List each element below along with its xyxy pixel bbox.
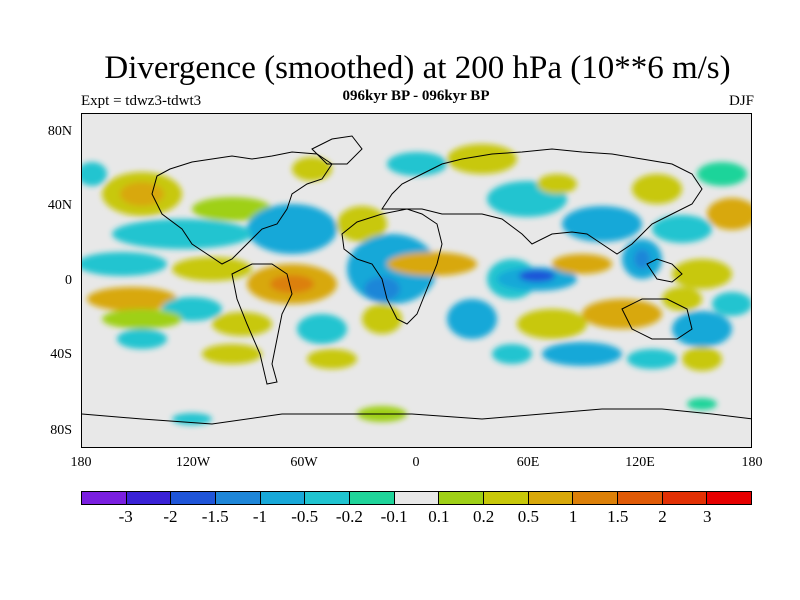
colorbar-label: 0.5 <box>517 507 539 526</box>
colorbar-label: -3 <box>118 507 133 526</box>
lon-label: 120W <box>175 455 211 470</box>
colorbar-label: 3 <box>703 507 712 526</box>
lon-label: 60E <box>516 455 540 470</box>
lon-label: 60W <box>290 455 318 470</box>
colorbar-swatch <box>171 492 217 504</box>
colorbar-label: -1 <box>252 507 268 526</box>
lat-label: 0 <box>65 273 72 288</box>
colorbar-swatch <box>305 492 351 504</box>
colorbar-swatch <box>707 492 752 504</box>
colorbar-swatch <box>439 492 485 504</box>
lon-label: 180 <box>741 455 763 470</box>
lon-label: 0 <box>412 455 420 470</box>
colorbar-label: 2 <box>658 507 667 526</box>
colorbar-label: 0.1 <box>428 507 450 526</box>
colorbar-label: 1.5 <box>607 507 629 526</box>
coastlines <box>82 135 751 425</box>
colorbar-label: -0.5 <box>291 507 319 526</box>
colorbar-swatch <box>484 492 529 504</box>
colorbar-swatch <box>82 492 127 504</box>
colorbar-swatch <box>618 492 663 504</box>
colorbar-swatch <box>126 492 172 504</box>
plot-subtitle: 096kyr BP - 096kyr BP <box>342 88 490 104</box>
experiment-label: Expt = tdwz3-tdwt3 <box>81 93 202 109</box>
map-panel <box>81 113 752 448</box>
colorbar-label: -1.5 <box>201 507 229 526</box>
colorbar-label: -0.2 <box>335 507 363 526</box>
lat-label: 40N <box>47 198 72 213</box>
colorbar <box>81 491 752 505</box>
colorbar-label: 1 <box>568 507 578 526</box>
colorbar-swatch <box>394 492 440 504</box>
colorbar-swatch <box>528 492 574 504</box>
lat-label: 80S <box>50 423 72 438</box>
lat-label: 80N <box>47 124 72 139</box>
colorbar-swatch <box>260 492 306 504</box>
divergence-patches <box>82 144 751 425</box>
colorbar-label: 0.2 <box>472 507 495 526</box>
lat-label: 40S <box>50 347 72 362</box>
colorbar-swatch <box>573 492 619 504</box>
colorbar-swatch <box>216 492 261 504</box>
lon-label: 120E <box>625 455 655 470</box>
colorbar-swatch <box>350 492 395 504</box>
colorbar-label: -0.1 <box>380 507 408 526</box>
colorbar-label: -2 <box>163 507 178 526</box>
divergence-field <box>82 114 751 447</box>
colorbar-swatch <box>662 492 708 504</box>
lon-label: 180 <box>70 455 92 470</box>
plot-title: Divergence (smoothed) at 200 hPa (10**6 … <box>104 50 731 86</box>
season-label: DJF <box>728 93 754 109</box>
